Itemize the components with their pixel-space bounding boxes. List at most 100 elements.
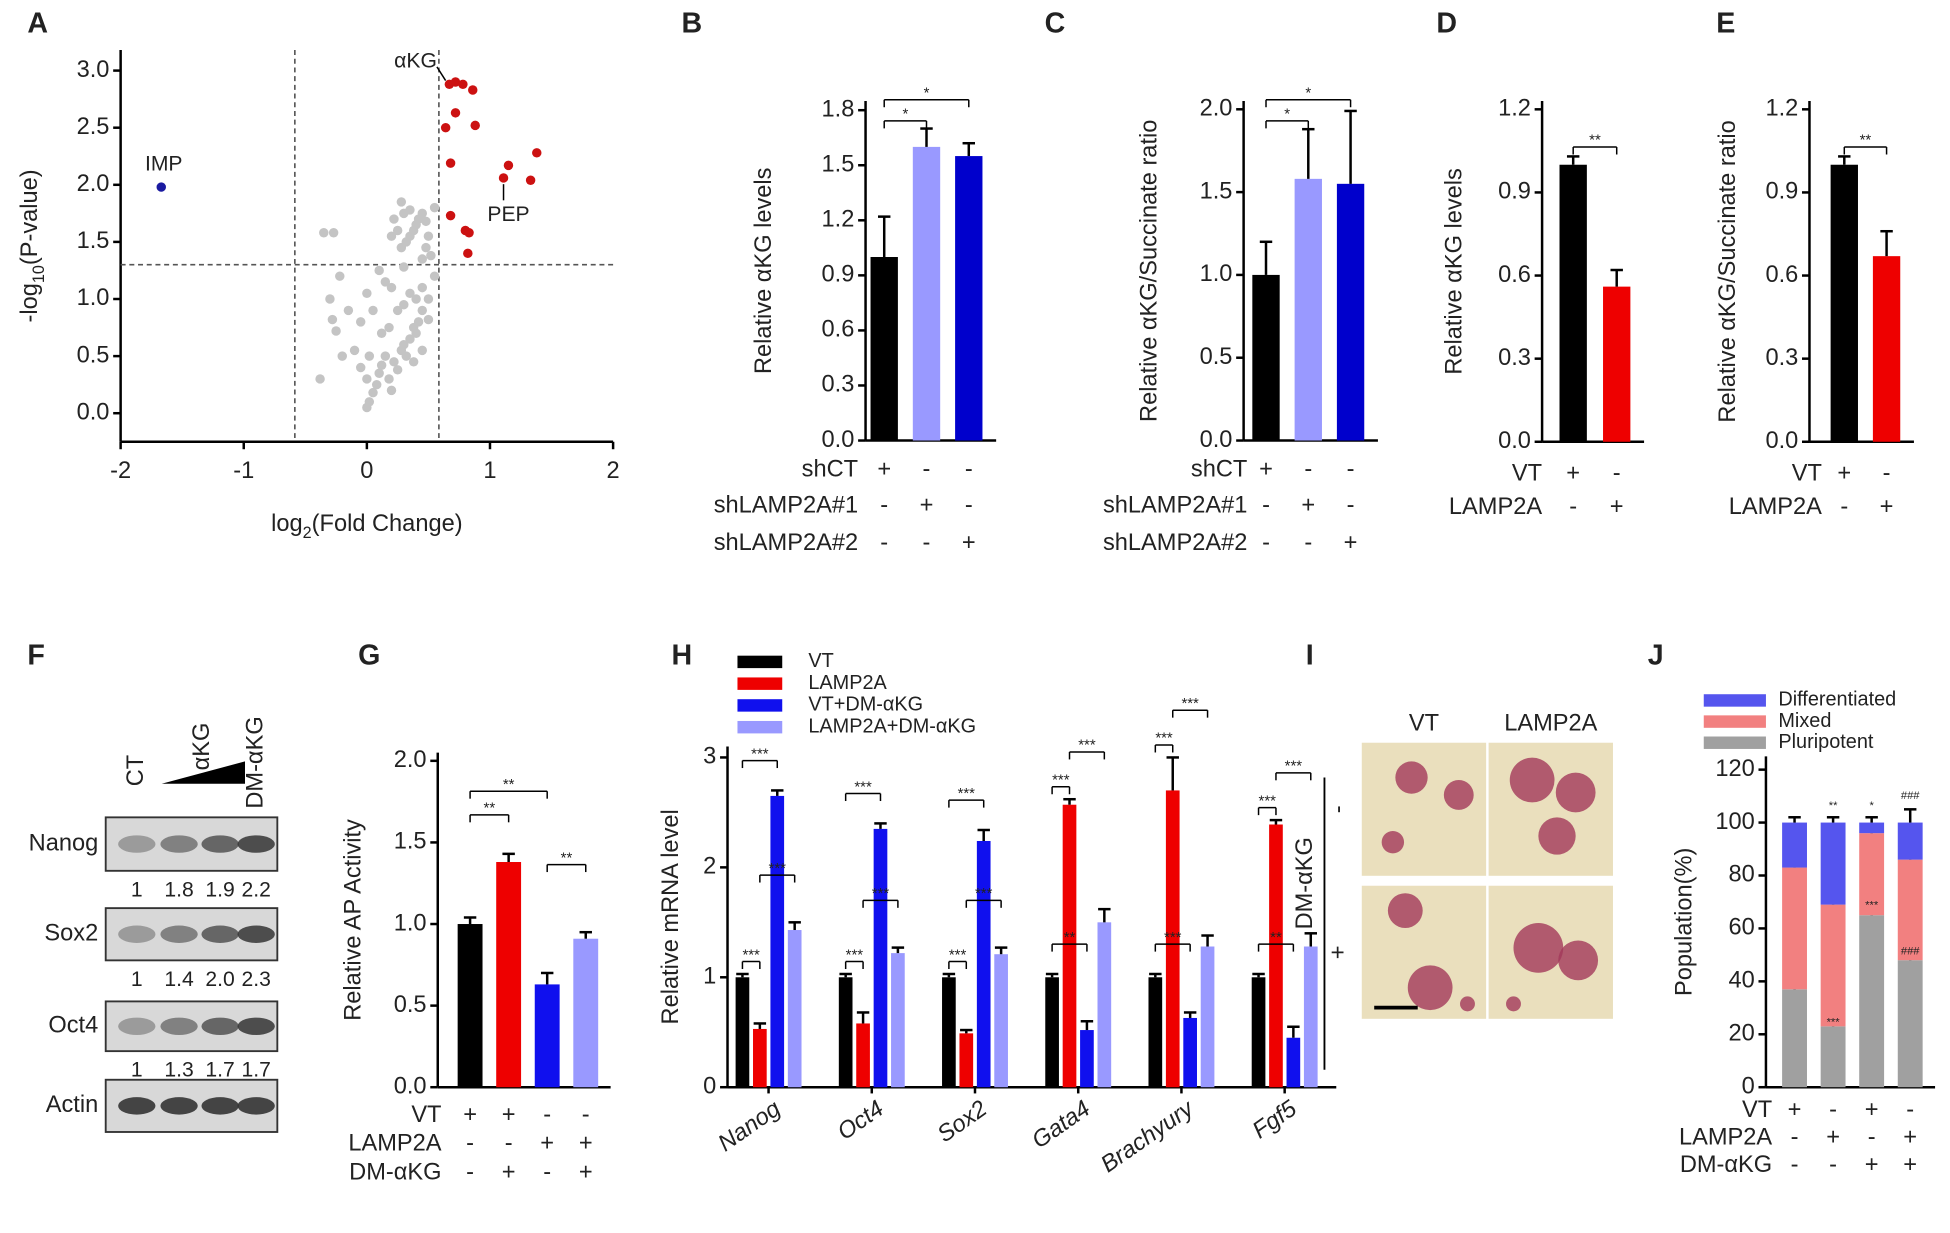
bar	[891, 953, 905, 1088]
dose-wedge	[161, 761, 245, 784]
legend-label: VT+DM-αKG	[808, 694, 923, 716]
condition-name: shLAMP2A#1	[714, 493, 858, 519]
data-point	[426, 250, 436, 261]
x-tick-label: Brachyury	[1096, 1095, 1199, 1178]
condition-name: shCT	[802, 457, 858, 483]
data-point	[380, 277, 391, 287]
quantification: 2.0	[205, 968, 234, 991]
y-tick-label: 0.3	[1765, 345, 1798, 371]
bar-segment	[1859, 822, 1885, 834]
x-tick-label: -2	[110, 458, 131, 484]
bar-segment	[1782, 822, 1807, 868]
data-point	[327, 314, 338, 325]
bar-segment	[1859, 833, 1885, 916]
condition-name: LAMP2A	[1729, 494, 1822, 520]
y-tick-label: 2.0	[1200, 96, 1233, 122]
condition-sign: -	[1304, 530, 1312, 556]
condition-sign: -	[1613, 460, 1621, 486]
condition-sign: -	[880, 493, 888, 519]
significance-label: ***	[1155, 730, 1173, 747]
row-label: +	[1326, 945, 1352, 959]
annotation: ***	[1865, 900, 1879, 912]
bar	[1336, 183, 1365, 441]
bar	[1200, 946, 1215, 1088]
blot-band	[201, 1097, 239, 1115]
condition-sign: -	[582, 1102, 590, 1128]
y-tick-label: 1.5	[394, 829, 427, 855]
blot-band	[160, 1097, 198, 1115]
y-tick-label: 0.3	[1498, 345, 1531, 371]
y-tick-label: 0.0	[394, 1073, 427, 1099]
colony	[1538, 817, 1576, 855]
x-tick-label: Oct4	[833, 1096, 889, 1146]
y-tick-label: 20	[1728, 1021, 1754, 1047]
data-point	[374, 368, 384, 378]
bar	[1603, 286, 1631, 442]
significance-label: **	[484, 800, 496, 817]
data-point	[417, 305, 427, 316]
x-tick-label: 1	[483, 458, 496, 484]
data-point	[401, 351, 411, 361]
bar-segment	[1782, 989, 1807, 1088]
data-point	[458, 79, 468, 90]
condition-sign: -	[1906, 1097, 1914, 1123]
blot-band	[237, 1017, 275, 1035]
data-point	[374, 265, 384, 276]
lane-label: DM-αKG	[242, 716, 268, 808]
significance-label: *	[1284, 106, 1290, 123]
condition-sign: +	[502, 1102, 516, 1128]
data-point	[364, 351, 375, 361]
condition-sign: +	[920, 493, 934, 519]
condition-sign: +	[1610, 494, 1624, 520]
colony	[1443, 780, 1474, 810]
y-tick-label: 1.2	[822, 207, 855, 233]
blot-band	[201, 835, 239, 853]
condition-name: shLAMP2A#2	[1103, 530, 1247, 556]
y-axis-label: -log10(P-value)	[17, 169, 48, 322]
condition-sign: +	[1865, 1152, 1879, 1178]
data-point	[463, 248, 473, 259]
condition-sign: +	[502, 1159, 516, 1185]
y-axis-label: Relative αKG levels	[1441, 168, 1467, 375]
y-tick-label: 0.0	[1498, 428, 1531, 454]
panel-label: I	[1306, 639, 1314, 671]
y-axis-label-part: (P-value)	[17, 169, 43, 265]
data-point	[156, 182, 166, 192]
condition-sign: -	[923, 457, 931, 483]
colony	[1555, 772, 1596, 813]
data-point	[411, 294, 421, 304]
data-point	[355, 317, 366, 327]
data-point	[325, 294, 335, 304]
data-point	[371, 379, 382, 390]
y-tick-label: 1.0	[394, 910, 427, 936]
colony	[1558, 940, 1599, 981]
legend-label: LAMP2A+DM-αKG	[808, 715, 976, 737]
y-tick-label: 1.2	[1498, 96, 1531, 122]
data-point	[337, 351, 347, 361]
legend-label: LAMP2A	[808, 672, 887, 694]
data-point	[362, 288, 372, 299]
condition-name: DM-αKG	[349, 1159, 441, 1185]
data-point	[413, 317, 424, 327]
bar-segment	[1897, 960, 1923, 1088]
bar-segment	[1897, 859, 1923, 961]
quantification: 1.9	[205, 878, 234, 901]
condition-sign: +	[579, 1159, 593, 1185]
x-tick-label: Nanog	[714, 1096, 786, 1157]
condition-sign: -	[1569, 494, 1577, 520]
colony	[1509, 757, 1555, 803]
x-tick-label: Gata4	[1028, 1096, 1096, 1154]
legend-swatch	[737, 655, 783, 669]
data-point	[399, 299, 409, 310]
data-point	[450, 108, 461, 118]
data-point	[368, 305, 378, 316]
panel-label: D	[1436, 8, 1457, 40]
y-tick-label: 0.0	[77, 399, 110, 425]
data-point	[411, 328, 421, 338]
data-point	[440, 122, 451, 133]
data-point	[389, 357, 399, 367]
condition-sign: -	[1840, 494, 1848, 520]
condition-sign: -	[466, 1131, 474, 1157]
annotation: αKG	[394, 49, 437, 72]
condition-sign: +	[579, 1131, 593, 1157]
